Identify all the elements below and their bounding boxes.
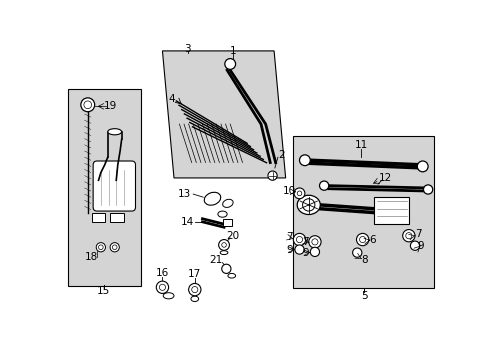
Text: 13: 13	[177, 189, 190, 199]
Circle shape	[352, 248, 361, 257]
Text: 18: 18	[85, 252, 98, 262]
Text: 11: 11	[354, 140, 367, 150]
Text: 4: 4	[168, 94, 175, 104]
Ellipse shape	[107, 129, 122, 135]
Circle shape	[224, 59, 235, 69]
Text: 20: 20	[226, 231, 239, 241]
Circle shape	[310, 247, 319, 256]
Circle shape	[267, 171, 277, 180]
Polygon shape	[293, 136, 433, 288]
Circle shape	[297, 191, 301, 195]
Text: 6: 6	[368, 235, 375, 244]
Circle shape	[191, 287, 198, 293]
Text: 3: 3	[184, 44, 191, 54]
Circle shape	[405, 233, 411, 239]
Ellipse shape	[220, 251, 227, 255]
Text: 12: 12	[378, 173, 391, 183]
Circle shape	[188, 283, 201, 296]
Circle shape	[402, 230, 414, 242]
Circle shape	[84, 101, 91, 109]
Circle shape	[96, 243, 105, 252]
Circle shape	[302, 199, 314, 211]
Text: 7: 7	[285, 232, 292, 242]
Text: 14: 14	[181, 217, 194, 227]
Ellipse shape	[227, 274, 235, 278]
Circle shape	[221, 243, 226, 247]
Circle shape	[110, 243, 119, 252]
Circle shape	[99, 245, 103, 249]
Ellipse shape	[222, 199, 233, 207]
Circle shape	[299, 155, 310, 166]
Text: 21: 21	[209, 255, 223, 265]
Circle shape	[311, 239, 317, 245]
Bar	[91, 213, 105, 222]
Bar	[110, 213, 123, 222]
Text: 1: 1	[229, 46, 236, 56]
Ellipse shape	[218, 211, 226, 217]
Bar	[373, 197, 408, 224]
Text: 17: 17	[188, 269, 201, 279]
Circle shape	[156, 281, 168, 293]
Text: 16: 16	[156, 267, 169, 278]
Text: 8: 8	[361, 255, 367, 265]
Text: 19: 19	[103, 101, 117, 111]
Circle shape	[293, 233, 305, 246]
Text: 15: 15	[97, 286, 110, 296]
Circle shape	[221, 264, 230, 274]
Circle shape	[308, 236, 321, 248]
Bar	[68, 89, 141, 286]
Text: 9: 9	[302, 248, 308, 258]
Circle shape	[159, 284, 165, 291]
Circle shape	[112, 245, 117, 249]
Circle shape	[423, 185, 432, 194]
Circle shape	[81, 98, 95, 112]
Ellipse shape	[190, 296, 198, 302]
Ellipse shape	[163, 293, 174, 299]
Text: 9: 9	[416, 241, 423, 251]
Ellipse shape	[297, 195, 320, 215]
Circle shape	[296, 237, 302, 243]
Text: 7: 7	[414, 229, 421, 239]
Circle shape	[416, 161, 427, 172]
Circle shape	[319, 181, 328, 190]
Text: 5: 5	[360, 291, 367, 301]
FancyBboxPatch shape	[93, 161, 135, 211]
Circle shape	[218, 239, 229, 250]
Text: 10: 10	[283, 186, 295, 196]
Circle shape	[409, 241, 419, 250]
Circle shape	[356, 233, 368, 246]
Bar	[222, 219, 231, 226]
Circle shape	[294, 245, 304, 254]
Circle shape	[293, 188, 305, 199]
Text: 9: 9	[285, 244, 292, 255]
Ellipse shape	[204, 192, 220, 205]
Circle shape	[359, 237, 365, 243]
Text: 7: 7	[302, 237, 308, 247]
Text: 2: 2	[278, 150, 285, 160]
Polygon shape	[162, 51, 285, 178]
